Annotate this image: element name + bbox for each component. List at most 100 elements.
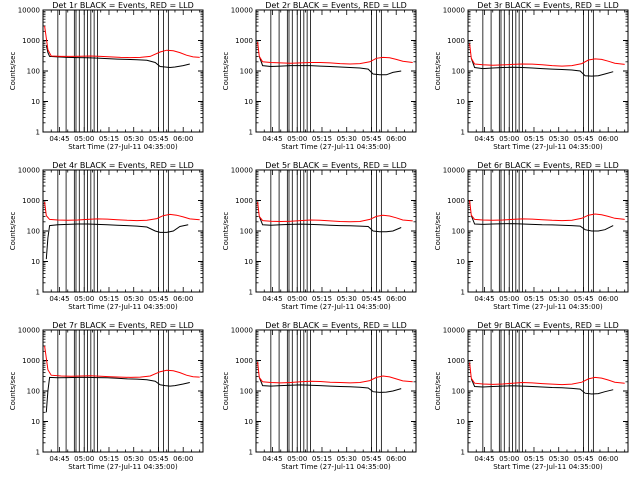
x-tick-label: 06:00 <box>173 455 193 463</box>
y-tick-label: 10 <box>456 98 465 106</box>
y-axis-label: Counts/sec <box>434 212 442 251</box>
y-tick-label: 1 <box>36 449 40 457</box>
y-axis-label: Counts/sec <box>9 212 17 251</box>
x-tick-label: 04:45 <box>49 135 69 143</box>
events-series-line <box>258 56 402 76</box>
y-tick-label: 100 <box>240 68 253 76</box>
y-tick-label: 10000 <box>443 167 465 175</box>
x-tick-label: 05:45 <box>361 455 381 463</box>
x-tick-label: 05:30 <box>337 455 357 463</box>
lld-series-line <box>469 43 625 67</box>
y-tick-label: 100 <box>452 388 465 396</box>
x-tick-label: 04:45 <box>262 135 282 143</box>
y-tick-label: 1000 <box>447 37 465 45</box>
x-axis-label: Start Time (27-Jul-11 04:35:00) <box>68 303 178 311</box>
panel-det-5: Det 5r BLACK = Events, RED = LLD 1 10 100 10… <box>222 161 417 311</box>
y-tick-label: 10000 <box>231 7 253 15</box>
lld-series-line <box>44 345 200 378</box>
y-tick-label: 1 <box>36 289 40 297</box>
x-tick-label: 04:45 <box>474 135 494 143</box>
x-tick-label: 04:45 <box>262 295 282 303</box>
x-tick-label: 06:00 <box>598 295 618 303</box>
events-series-line <box>45 223 189 260</box>
x-tick-label: 04:45 <box>49 295 69 303</box>
lld-series-line <box>257 41 413 65</box>
x-tick-label: 05:45 <box>361 295 381 303</box>
axes-frame <box>467 329 629 453</box>
y-tick-label: 10000 <box>443 327 465 335</box>
axes-frame <box>42 329 204 453</box>
y-tick-label: 10 <box>456 258 465 266</box>
y-tick-label: 1 <box>461 449 465 457</box>
axes-frame <box>42 9 204 133</box>
x-tick-label: 05:00 <box>74 135 94 143</box>
panel-title: Det 5r BLACK = Events, RED = LLD <box>265 161 407 170</box>
lld-series-line <box>257 201 413 223</box>
y-tick-label: 10 <box>244 418 253 426</box>
x-tick-label: 05:30 <box>337 295 357 303</box>
y-tick-label: 1000 <box>235 197 253 205</box>
y-tick-label: 1000 <box>447 357 465 365</box>
axes-frame <box>467 9 629 133</box>
x-tick-label: 05:00 <box>287 295 307 303</box>
events-series-line <box>45 376 190 413</box>
y-tick-label: 1000 <box>235 357 253 365</box>
x-tick-label: 05:00 <box>287 455 307 463</box>
panel-det-1: Det 1r BLACK = Events, RED = LLD 1 10 100 10… <box>9 1 204 151</box>
x-tick-label: 05:15 <box>99 455 119 463</box>
lld-series-line <box>469 362 625 386</box>
panel-title: Det 8r BLACK = Events, RED = LLD <box>265 321 407 330</box>
x-axis-label: Start Time (27-Jul-11 04:35:00) <box>68 463 178 471</box>
y-tick-label: 100 <box>27 388 40 396</box>
panel-title: Det 7r BLACK = Events, RED = LLD <box>52 321 194 330</box>
x-axis-label: Start Time (27-Jul-11 04:35:00) <box>493 463 603 471</box>
x-axis-label: Start Time (27-Jul-11 04:35:00) <box>493 143 603 151</box>
x-tick-label: 04:45 <box>474 455 494 463</box>
x-tick-label: 04:45 <box>474 295 494 303</box>
x-tick-label: 05:30 <box>124 135 144 143</box>
y-tick-label: 100 <box>27 228 40 236</box>
y-tick-label: 10 <box>31 418 40 426</box>
axes-frame <box>42 169 204 293</box>
y-axis-label: Counts/sec <box>434 52 442 91</box>
y-tick-label: 10000 <box>18 167 40 175</box>
x-tick-label: 04:45 <box>262 455 282 463</box>
y-axis-label: Counts/sec <box>9 52 17 91</box>
y-tick-label: 10 <box>244 258 253 266</box>
y-axis-label: Counts/sec <box>9 372 17 411</box>
axes-frame <box>467 169 629 293</box>
panel-title: Det 3r BLACK = Events, RED = LLD <box>477 1 619 10</box>
y-tick-label: 100 <box>240 228 253 236</box>
x-tick-label: 05:00 <box>287 135 307 143</box>
x-tick-label: 05:15 <box>524 135 544 143</box>
x-tick-label: 05:15 <box>312 135 332 143</box>
panel-title: Det 4r BLACK = Events, RED = LLD <box>52 161 194 170</box>
panel-title: Det 1r BLACK = Events, RED = LLD <box>52 1 194 10</box>
y-axis-label: Counts/sec <box>434 372 442 411</box>
x-tick-label: 05:15 <box>524 295 544 303</box>
y-tick-label: 1 <box>461 129 465 137</box>
x-tick-label: 06:00 <box>598 455 618 463</box>
events-series-line <box>470 378 614 395</box>
panel-det-8: Det 8r BLACK = Events, RED = LLD 1 10 100 10… <box>222 321 417 471</box>
y-tick-label: 10 <box>31 258 40 266</box>
y-tick-label: 1 <box>461 289 465 297</box>
x-tick-label: 05:45 <box>573 295 593 303</box>
x-tick-label: 05:45 <box>361 135 381 143</box>
y-tick-label: 1 <box>249 449 253 457</box>
x-tick-label: 05:30 <box>124 455 144 463</box>
axes-frame <box>255 9 417 133</box>
x-tick-label: 05:15 <box>99 135 119 143</box>
x-tick-label: 05:15 <box>99 295 119 303</box>
y-tick-label: 1000 <box>22 37 40 45</box>
y-axis-label: Counts/sec <box>222 52 230 91</box>
x-tick-label: 05:00 <box>499 455 519 463</box>
y-tick-label: 1000 <box>447 197 465 205</box>
y-tick-label: 100 <box>452 68 465 76</box>
y-tick-label: 10 <box>456 418 465 426</box>
panel-det-7: Det 7r BLACK = Events, RED = LLD 1 10 100 10… <box>9 321 204 471</box>
y-tick-label: 10 <box>31 98 40 106</box>
y-tick-label: 1 <box>249 129 253 137</box>
x-axis-label: Start Time (27-Jul-11 04:35:00) <box>281 463 391 471</box>
